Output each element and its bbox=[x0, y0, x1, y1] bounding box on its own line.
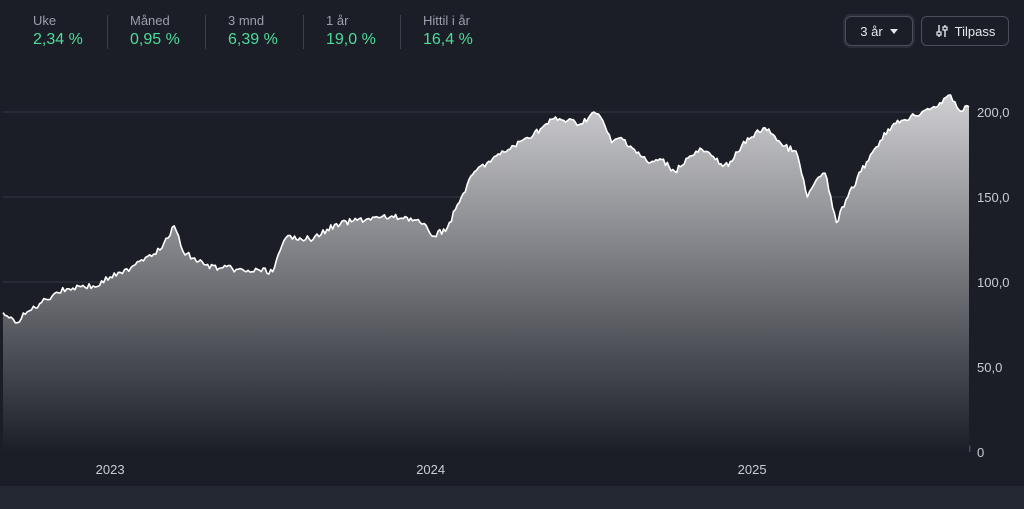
y-axis: 0 50,0 100,0 150,0 200,0 bbox=[977, 105, 1010, 460]
fit-button[interactable]: Tilpass bbox=[921, 16, 1009, 46]
price-line bbox=[2, 94, 970, 324]
price-chart[interactable]: 0 50,0 100,0 150,0 200,0 2023 2024 2025 bbox=[0, 60, 1024, 486]
volume-bar bbox=[969, 445, 971, 452]
x-tick-label: 2024 bbox=[416, 462, 445, 477]
stat-value: 19,0 % bbox=[326, 31, 376, 48]
scrollbar-track[interactable] bbox=[0, 486, 1024, 509]
y-tick-label: 200,0 bbox=[977, 105, 1010, 120]
range-label: 3 år bbox=[860, 23, 883, 39]
sliders-icon bbox=[936, 25, 948, 37]
x-tick-label: 2025 bbox=[738, 462, 767, 477]
stat-value: 2,34 % bbox=[33, 31, 83, 48]
divider bbox=[303, 15, 304, 49]
y-tick-label: 0 bbox=[977, 445, 984, 460]
caret-down-icon bbox=[889, 28, 898, 34]
divider bbox=[107, 15, 108, 49]
x-tick-label: 2023 bbox=[96, 462, 125, 477]
range-dropdown-button[interactable]: 3 år bbox=[845, 16, 913, 46]
stat-label: 3 mnd bbox=[228, 13, 265, 28]
fit-label: Tilpass bbox=[954, 23, 996, 39]
stat-value: 0,95 % bbox=[130, 31, 180, 48]
price-area-fill bbox=[3, 95, 969, 452]
x-axis: 2023 2024 2025 bbox=[96, 462, 767, 477]
stat-value: 6,39 % bbox=[228, 31, 278, 48]
y-tick-label: 100,0 bbox=[977, 275, 1010, 290]
stat-value: 16,4 % bbox=[423, 31, 473, 48]
divider bbox=[400, 15, 401, 49]
stat-label: Måned bbox=[130, 13, 170, 28]
divider bbox=[205, 15, 206, 49]
stat-label: Uke bbox=[33, 13, 57, 28]
stat-label: Hittil i år bbox=[423, 13, 470, 28]
y-tick-label: 150,0 bbox=[977, 190, 1010, 205]
y-tick-label: 50,0 bbox=[977, 360, 1002, 375]
stat-label: 1 år bbox=[326, 13, 349, 28]
